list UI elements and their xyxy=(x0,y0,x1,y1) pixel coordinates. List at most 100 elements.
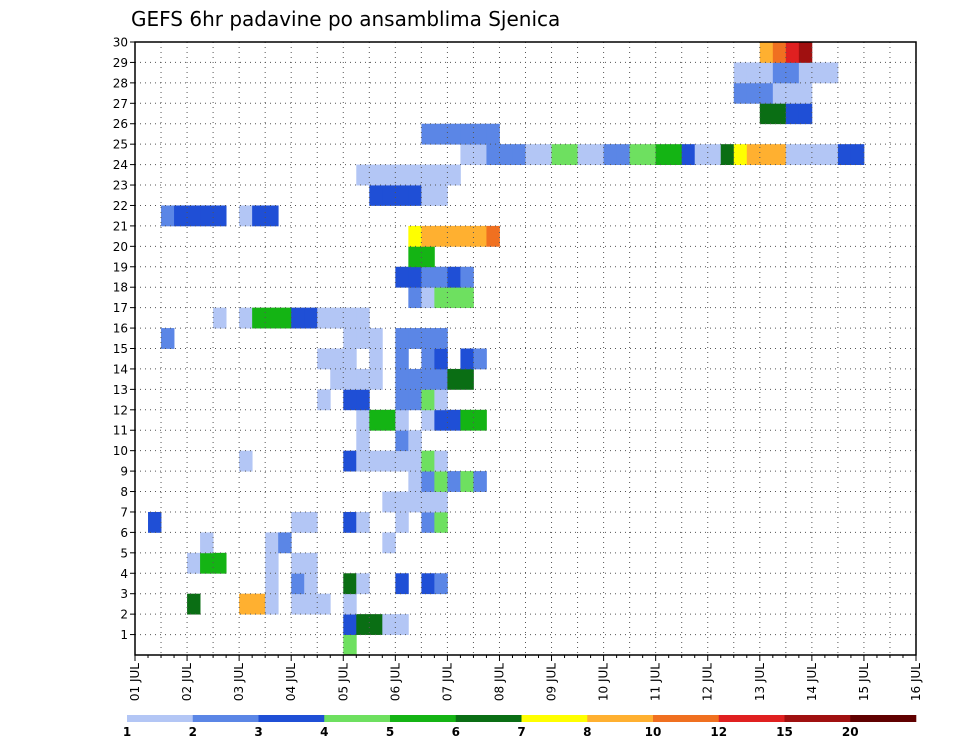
heatmap-cell xyxy=(421,164,435,186)
heatmap-cell xyxy=(486,144,500,165)
legend-swatch xyxy=(455,715,522,722)
heatmap-cell xyxy=(824,144,839,165)
heatmap-cell xyxy=(772,42,787,63)
heatmap-cell xyxy=(395,164,409,186)
heatmap-cell xyxy=(668,144,683,165)
heatmap-cell xyxy=(772,103,787,125)
heatmap-cell xyxy=(252,307,266,329)
heatmap-cell xyxy=(434,266,448,288)
heatmap-cell xyxy=(460,266,474,288)
heatmap-cell xyxy=(200,532,214,554)
heatmap-cell xyxy=(421,185,435,206)
x-tick-label: 09 JUL xyxy=(545,663,559,701)
heatmap-cell xyxy=(317,593,331,615)
heatmap-cell xyxy=(525,144,539,165)
y-tick-label: 7 xyxy=(120,505,128,519)
heatmap-cell xyxy=(213,205,227,227)
heatmap-cell xyxy=(343,573,357,595)
heatmap-cell xyxy=(369,328,383,349)
chart-title: GEFS 6hr padavine po ansamblima Sjenica xyxy=(131,7,560,31)
x-tick-label: 06 JUL xyxy=(388,663,402,701)
heatmap-cell xyxy=(408,246,422,268)
heatmap-cell xyxy=(291,573,305,595)
grid-lines xyxy=(135,42,916,655)
heatmap-cell xyxy=(369,185,383,206)
x-tick-label: 10 JUL xyxy=(597,663,611,701)
heatmap-cell xyxy=(772,82,787,104)
legend-label: 2 xyxy=(189,725,197,739)
heatmap-cell xyxy=(343,389,357,411)
x-tick-label: 01 JUL xyxy=(128,663,142,701)
heatmap-cell xyxy=(733,144,748,165)
heatmap-cell xyxy=(213,307,227,329)
heatmap-cell xyxy=(629,144,644,165)
heatmap-cell xyxy=(408,287,422,309)
heatmap-cell xyxy=(434,287,448,309)
heatmap-cell xyxy=(434,368,448,390)
heatmap-cell xyxy=(265,307,279,329)
heatmap-cell xyxy=(395,389,409,411)
heatmap-cell xyxy=(408,368,422,390)
heatmap-cell xyxy=(291,552,305,574)
heatmap-cell xyxy=(421,225,435,247)
heatmap-cell xyxy=(811,62,826,84)
heatmap-cell xyxy=(408,164,422,186)
heatmap-cell xyxy=(343,368,357,390)
heatmap-cell xyxy=(733,82,748,104)
heatmap-cell xyxy=(187,593,201,615)
heatmap-cell xyxy=(356,573,370,595)
x-tick-label: 13 JUL xyxy=(753,663,767,701)
heatmap-cell xyxy=(785,103,800,125)
legend-label: 7 xyxy=(517,725,525,739)
x-tick-label: 12 JUL xyxy=(701,663,715,701)
heatmap-cell xyxy=(265,532,279,554)
heatmap-cell xyxy=(460,368,474,390)
heatmap-cell xyxy=(382,409,396,431)
heatmap-cell xyxy=(213,552,227,574)
heatmap-cell xyxy=(850,144,865,165)
legend-label: 10 xyxy=(645,725,662,739)
legend-swatch xyxy=(390,715,457,722)
heatmap-cell xyxy=(616,144,631,165)
heatmap-cell xyxy=(356,307,370,329)
heatmap-cell xyxy=(746,82,761,104)
heatmap-cell xyxy=(395,328,409,349)
y-tick-label: 10 xyxy=(113,444,128,458)
legend-label: 5 xyxy=(386,725,394,739)
color-legend: 1 2 3 4 5 6 7 8 10 12 15 20 xyxy=(123,715,917,739)
heatmap-cell xyxy=(304,593,318,615)
heatmap-cell xyxy=(473,225,487,247)
heatmap-cell xyxy=(460,348,474,370)
y-tick-label: 15 xyxy=(113,342,128,356)
heatmap-cell xyxy=(486,225,500,247)
heatmap-cell xyxy=(421,266,435,288)
heatmap-cell xyxy=(434,491,448,513)
y-tick-label: 14 xyxy=(113,362,128,376)
legend-label: 12 xyxy=(710,725,727,739)
heatmap-cell xyxy=(304,552,318,574)
heatmap-cell xyxy=(434,389,448,411)
heatmap-cell xyxy=(187,205,201,227)
heatmap-cell xyxy=(421,450,435,472)
heatmap-cell xyxy=(421,348,435,370)
heatmap-cell xyxy=(460,471,474,492)
y-tick-label: 21 xyxy=(113,219,128,233)
heatmap-cell xyxy=(733,62,748,84)
y-tick-label: 8 xyxy=(120,485,128,499)
heatmap-cell xyxy=(408,185,422,206)
heatmap-cell xyxy=(421,573,435,595)
heatmap-cell xyxy=(395,185,409,206)
heatmap-cell xyxy=(785,62,800,84)
heatmap-cell xyxy=(434,450,448,472)
y-tick-label: 24 xyxy=(113,158,128,172)
heatmap-cell xyxy=(421,246,435,268)
heatmap-cell xyxy=(551,144,565,165)
heatmap-cell xyxy=(772,62,787,84)
heatmap-cell xyxy=(330,368,344,390)
heatmap-cell xyxy=(291,307,305,329)
heatmap-cell xyxy=(356,164,370,186)
heatmap-cell xyxy=(473,348,487,370)
heatmap-cell xyxy=(304,307,318,329)
heatmap-cell xyxy=(473,409,487,431)
